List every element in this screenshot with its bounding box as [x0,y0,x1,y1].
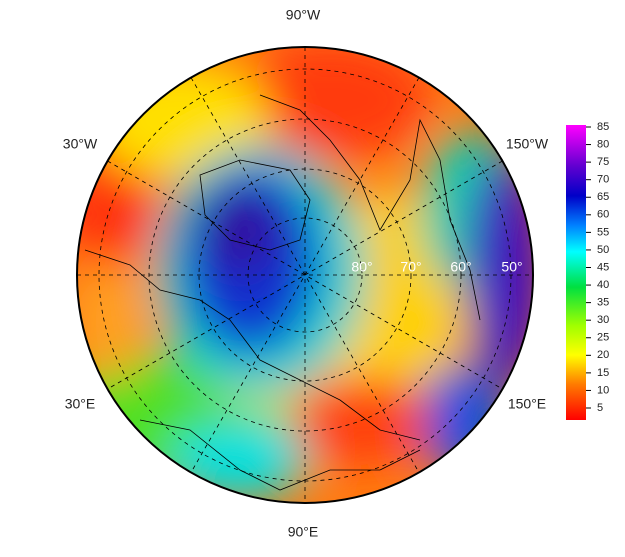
colorbar-tick-label: 35 [597,297,609,309]
colorbar-tick-label: 55 [597,226,609,238]
map-border [76,46,534,504]
lat-label: 80° [351,259,372,275]
lon-label: 30°W [63,136,98,152]
colorbar-tick-label: 50 [597,244,609,256]
colorbar: 5 10 15 20 25 30 35 40 45 50 55 60 65 70 75 80 85 [566,121,609,420]
colorbar-tick-label: 70 [597,174,609,186]
lon-label: 150°W [506,136,549,152]
colorbar-tick-label: 75 [597,156,609,168]
lon-label: 150°E [508,396,546,412]
lon-label: 90°W [286,7,321,23]
lat-label: 50° [501,259,522,275]
graticule [77,47,533,503]
colorbar-tick-label: 10 [597,384,609,396]
colorbar-tick-label: 60 [597,209,609,221]
colorbar-ramp [566,125,586,420]
colorbar-tick-label: 40 [597,279,609,291]
colorbar-tick-label: 5 [597,402,603,414]
meridian [107,160,503,390]
data-field [77,47,533,503]
colorbar-tick-label: 85 [597,121,609,133]
colorbar-tick-label: 65 [597,191,609,203]
colorbar-tick-label: 30 [597,314,609,326]
colorbar-tick-label: 25 [597,332,609,344]
lon-label: 30°E [65,396,96,412]
colorbar-tick-label: 45 [597,261,609,273]
colorbar-tick-label: 20 [597,349,609,361]
coastlines [84,94,481,491]
lon-label: 90°E [288,524,319,540]
lat-label: 60° [450,259,471,275]
lat-label: 70° [400,259,421,275]
colorbar-tick-label: 80 [597,138,609,150]
colorbar-tick-label: 15 [597,367,609,379]
